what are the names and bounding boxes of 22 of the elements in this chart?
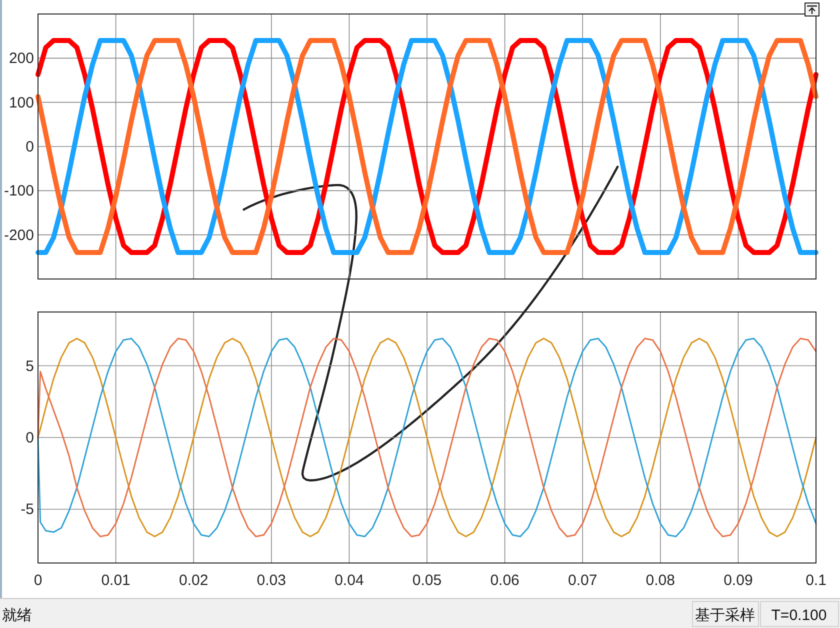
x-tick-label: 0.1 bbox=[806, 572, 826, 589]
y-tick-label: 5 bbox=[26, 358, 34, 375]
x-tick-label: 0.09 bbox=[724, 572, 753, 589]
line-series bbox=[37, 338, 817, 538]
x-tick-label: 0.01 bbox=[101, 572, 130, 589]
x-tick-label: 0.04 bbox=[334, 572, 364, 589]
x-tick-label: 0.08 bbox=[646, 572, 675, 589]
x-tick-label: 0.02 bbox=[179, 572, 208, 589]
text: T=0.100 bbox=[771, 607, 827, 624]
y-tick-label: -5 bbox=[20, 501, 34, 518]
y-tick-label: 200 bbox=[8, 50, 34, 68]
y-tick-label: 0 bbox=[26, 430, 34, 446]
y-tick-label: -100 bbox=[4, 182, 34, 200]
y-tick-label: -200 bbox=[4, 226, 34, 244]
x-tick-label: 0.05 bbox=[412, 572, 442, 589]
y-tick-label: 0 bbox=[26, 138, 34, 156]
y-tick-label: 100 bbox=[8, 94, 34, 112]
x-tick-label: 0.06 bbox=[490, 572, 520, 589]
text: 基于采样 bbox=[695, 607, 755, 624]
text: 就绪 bbox=[2, 607, 32, 624]
x-tick-label: 0.07 bbox=[568, 572, 598, 589]
x-tick-label: 0.03 bbox=[256, 572, 286, 589]
